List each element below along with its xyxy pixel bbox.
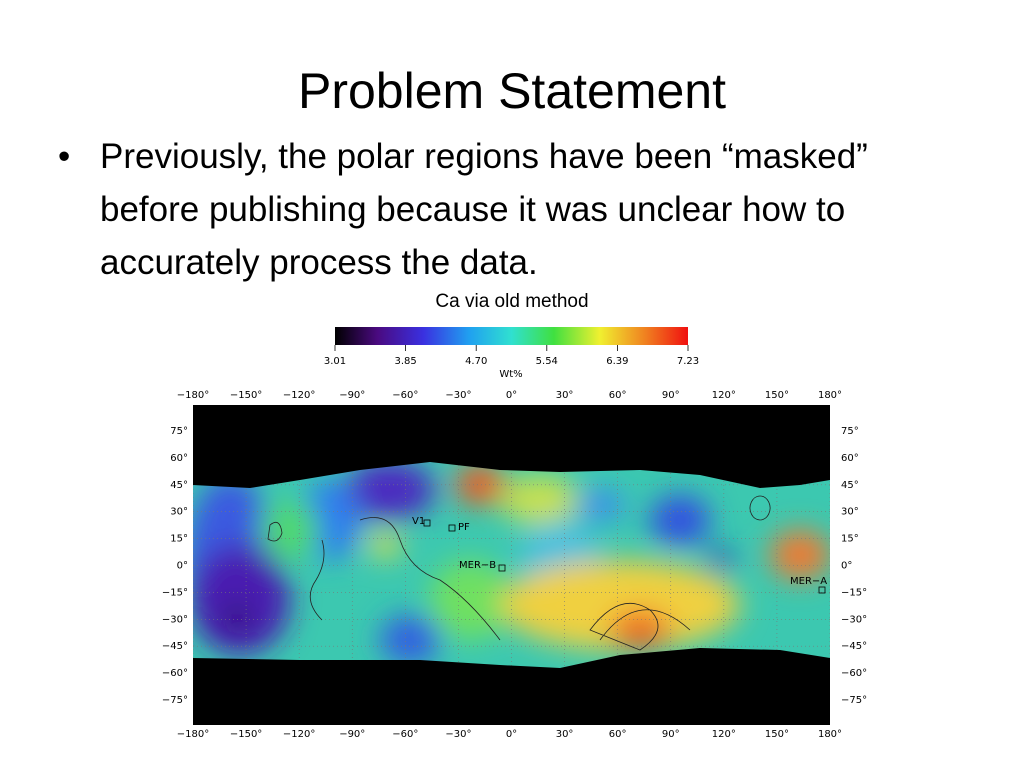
x-axis-label: 180°: [818, 390, 842, 401]
site-label: V1: [412, 516, 425, 527]
y-axis-label: 0°: [841, 561, 852, 572]
bullet: Previously, the polar regions have been …: [58, 130, 938, 289]
x-axis-label: 90°: [662, 390, 680, 401]
y-axis-label: 15°: [841, 534, 859, 545]
y-axis-label: −45°: [162, 641, 188, 652]
colorbar-label: 5.54: [536, 356, 558, 367]
x-axis-label: −90°: [339, 390, 365, 401]
y-axis-label: −75°: [841, 695, 867, 706]
site-label: MER−B: [459, 560, 496, 571]
map-region: [345, 460, 435, 520]
x-axis-label: −30°: [445, 729, 471, 740]
site-marker: [498, 564, 506, 572]
map-region: [575, 490, 625, 520]
colorbar-label: 6.39: [606, 356, 628, 367]
y-axis-label: 0°: [177, 561, 188, 572]
map-region: [705, 550, 735, 570]
x-axis-label: 120°: [712, 390, 736, 401]
y-axis-label: −60°: [162, 668, 188, 679]
y-axis-label: 45°: [841, 480, 859, 491]
y-axis-label: −15°: [162, 587, 188, 598]
slide-title: Problem Statement: [298, 63, 726, 119]
y-axis-label: 60°: [841, 453, 859, 464]
colorbar: [335, 327, 688, 345]
map-region: [193, 545, 290, 655]
x-axis-label: −30°: [445, 390, 471, 401]
y-axis-label: −60°: [841, 668, 867, 679]
x-axis-label: 90°: [662, 729, 680, 740]
x-axis-label: −150°: [230, 729, 262, 740]
map-region: [455, 465, 505, 505]
x-axis-label: −60°: [392, 729, 418, 740]
map: [193, 405, 830, 725]
x-axis-label: 30°: [556, 729, 574, 740]
y-axis-label: 30°: [841, 507, 859, 518]
site-label: PF: [458, 522, 470, 533]
x-axis-label: −180°: [177, 390, 209, 401]
map-region: [650, 495, 710, 545]
x-axis-label: 60°: [609, 729, 627, 740]
x-axis-label: −120°: [283, 390, 315, 401]
map-region: [770, 530, 830, 580]
y-axis-label: 60°: [170, 453, 188, 464]
site-marker: [818, 586, 826, 594]
x-axis-label: 0°: [506, 729, 517, 740]
x-axis-label: −120°: [283, 729, 315, 740]
x-axis-label: −180°: [177, 729, 209, 740]
x-axis-label: 0°: [506, 390, 517, 401]
x-axis-label: 150°: [765, 390, 789, 401]
y-axis-label: −15°: [841, 587, 867, 598]
x-axis-label: 60°: [609, 390, 627, 401]
map-region: [225, 607, 249, 627]
y-axis-label: −30°: [162, 614, 188, 625]
y-axis-label: −75°: [162, 695, 188, 706]
site-marker: [423, 519, 431, 527]
y-axis-label: 30°: [170, 507, 188, 518]
colorbar-label: 3.01: [324, 356, 346, 367]
map-region: [369, 533, 401, 557]
colorbar-unit: Wt%: [499, 369, 522, 380]
colorbar-label: 7.23: [677, 356, 699, 367]
colorbar-label: 4.70: [465, 356, 487, 367]
y-axis-label: 75°: [170, 426, 188, 437]
x-axis-label: −90°: [339, 729, 365, 740]
y-axis-label: 45°: [170, 480, 188, 491]
map-region: [430, 560, 510, 640]
site-label: MER−A: [790, 576, 827, 587]
y-axis-label: −30°: [841, 614, 867, 625]
x-axis-label: −60°: [392, 390, 418, 401]
map-region: [380, 615, 440, 665]
figure-caption: Ca via old method: [435, 291, 589, 312]
map-region: [610, 610, 670, 650]
x-axis-label: 180°: [818, 729, 842, 740]
y-axis-label: 15°: [170, 534, 188, 545]
map-region: [260, 500, 320, 560]
y-axis-label: −45°: [841, 641, 867, 652]
x-axis-label: 30°: [556, 390, 574, 401]
map-region: [500, 475, 580, 525]
colorbar-label: 3.85: [394, 356, 416, 367]
x-axis-label: 120°: [712, 729, 736, 740]
site-marker: [448, 524, 456, 532]
y-axis-label: 75°: [841, 426, 859, 437]
x-axis-label: 150°: [765, 729, 789, 740]
x-axis-label: −150°: [230, 390, 262, 401]
bullet-list: Previously, the polar regions have been …: [58, 130, 938, 289]
